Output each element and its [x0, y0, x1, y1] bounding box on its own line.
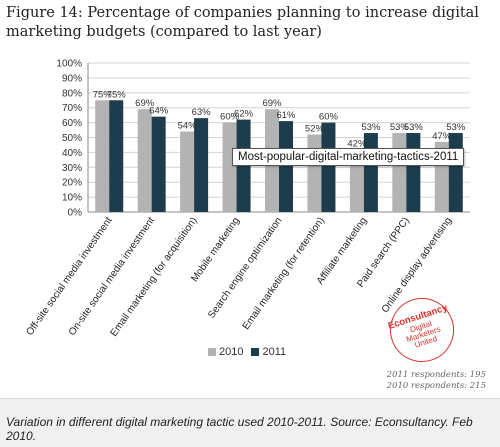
bar-2011: [151, 116, 166, 212]
y-tick-label: 90%: [62, 73, 82, 84]
data-label-2011: 62%: [234, 109, 254, 120]
x-category-label: Email marketing (for retention): [241, 215, 327, 331]
data-label-2010: 53%: [390, 122, 410, 133]
bar-2010: [307, 134, 322, 212]
data-label-2011: 63%: [192, 107, 212, 118]
y-tick-label: 30%: [62, 163, 82, 174]
data-labels: 75%75%69%64%54%63% 60%62%69%61%52%60%42%5…: [93, 89, 466, 149]
data-label-2011: 61%: [276, 110, 296, 121]
data-label-2010: 47%: [432, 131, 452, 142]
bar-2011: [194, 118, 209, 212]
bar-2011: [279, 121, 293, 212]
bar-2011: [321, 122, 336, 212]
y-tick-label: 100%: [56, 59, 82, 70]
figure-title: Figure 14: Percentage of companies plann…: [6, 5, 479, 40]
data-label-2010: 69%: [135, 98, 155, 109]
data-label-2011: 64%: [149, 106, 169, 117]
y-tick-label: 60%: [62, 118, 82, 129]
respondents-2010: 2010 respondents: 215: [386, 381, 486, 391]
y-tick-label: 40%: [62, 148, 82, 159]
data-label-2011: 53%: [404, 122, 424, 133]
image-tooltip: Most-popular-digital-marketing-tactics-2…: [232, 148, 465, 166]
data-label-2010: 69%: [262, 98, 282, 109]
y-axis-ticks: 0% 10% 20% 30% 40% 50% 60% 70% 80% 90% 100%: [56, 59, 82, 219]
x-category-label: On-site social media investment: [67, 215, 157, 338]
bar-2011: [448, 133, 463, 212]
data-label-2011: 75%: [107, 89, 127, 100]
data-label-2010: 75%: [93, 89, 113, 100]
legend-swatch-2010: [208, 348, 216, 356]
data-label-2010: 42%: [347, 138, 367, 149]
bar-2010: [95, 100, 110, 212]
legend-item-2010: 2010: [208, 346, 243, 358]
data-label-2010: 54%: [178, 121, 198, 132]
y-tick-label: 10%: [62, 193, 82, 204]
respondents-2011: 2011 respondents: 195: [386, 370, 486, 380]
bar-2010: [137, 109, 152, 212]
y-tick-label: 80%: [62, 88, 82, 99]
bar-2010: [180, 131, 195, 212]
y-tick-label: 0%: [68, 208, 83, 219]
bar-2011: [406, 133, 421, 212]
bar-2010: [392, 133, 407, 212]
y-tick-label: 70%: [62, 103, 82, 114]
x-category-label: Email marketing (for acquisition): [109, 215, 200, 338]
image-caption: Variation in different digital marketing…: [6, 415, 473, 443]
legend-swatch-2011: [251, 348, 260, 356]
legend-label-2010: 2010: [219, 346, 244, 358]
y-tick-label: 50%: [62, 133, 82, 144]
x-category-label: Off-site social media investment: [24, 215, 114, 337]
respondent-counts: 2011 respondents: 195 2010 respondents: …: [387, 370, 486, 392]
caption-bar: Variation in different digital marketing…: [0, 398, 500, 447]
x-category-label: Search engine optimization: [206, 215, 284, 320]
bar-2010: [222, 122, 237, 212]
data-label-2010: 60%: [220, 112, 240, 123]
chart-legend: 2010 2011: [208, 346, 294, 358]
data-label-2011: 53%: [446, 122, 466, 133]
bar-2011: [109, 100, 124, 212]
y-tick-label: 20%: [62, 178, 82, 189]
legend-item-2011: 2011: [251, 346, 286, 358]
data-label-2011: 53%: [361, 122, 381, 133]
data-label-2011: 60%: [319, 112, 339, 123]
data-label-2010: 52%: [305, 124, 325, 135]
legend-label-2011: 2011: [262, 346, 287, 358]
bar-chart: 0% 10% 20% 30% 40% 50% 60% 70% 80% 90% 100% 75%75%…: [24, 59, 470, 339]
